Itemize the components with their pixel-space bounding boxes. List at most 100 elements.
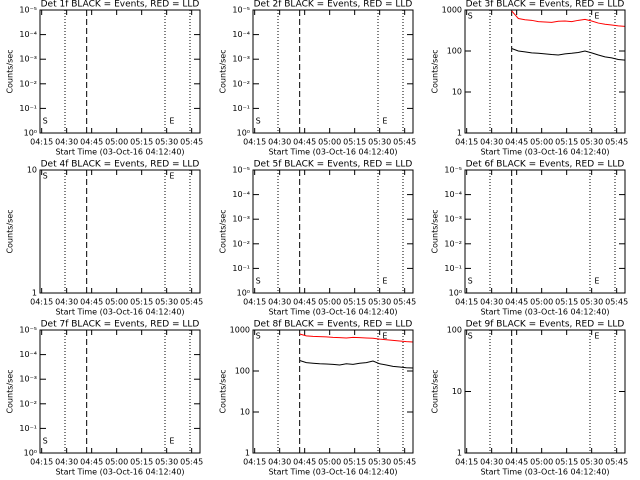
y-tick-label: 10⁻³ [19, 375, 37, 384]
panel: Det 9f BLACK = Events, RED = LLD Start Ti… [431, 320, 629, 477]
x-tick-label: 05:00 [105, 298, 128, 307]
x-tick-label: 05:30 [155, 298, 178, 307]
x-tick-label: 04:15 [30, 298, 53, 307]
panel: Det 5f BLACK = Events, RED = LLD Start Ti… [219, 160, 417, 317]
y-axis-label: Counts/sec [219, 209, 228, 253]
x-tick-label: 04:15 [455, 298, 478, 307]
x-tick-label: 04:15 [455, 458, 478, 467]
x-axis-label: Start Time (03-Oct-16 04:12:40) [268, 148, 397, 157]
panel: Det 8f BLACK = Events, RED = LLD Start Ti… [219, 320, 417, 477]
chart-title: Det 1f BLACK = Events, RED = LLD [41, 0, 200, 10]
x-tick-label: 04:30 [55, 458, 78, 467]
x-tick-label: 05:45 [180, 138, 203, 147]
y-axis-label: Counts/sec [219, 49, 228, 93]
x-axis-label: Start Time (03-Oct-16 04:12:40) [268, 308, 397, 317]
x-tick-label: 04:30 [480, 298, 503, 307]
panel: Det 3f BLACK = Events, RED = LLD Start Ti… [431, 0, 629, 157]
x-tick-label: 04:45 [505, 298, 528, 307]
x-tick-label: 05:30 [368, 298, 391, 307]
y-tick-label: 1 [32, 289, 37, 298]
x-tick-label: 04:30 [268, 298, 291, 307]
marker-label: E [594, 277, 599, 286]
x-axis-label: Start Time (03-Oct-16 04:12:40) [480, 308, 609, 317]
x-tick-label: 05:30 [580, 458, 603, 467]
plot-frame [252, 329, 414, 454]
y-axis-label: Counts/sec [431, 369, 440, 413]
y-tick-label: 10 [240, 408, 250, 417]
x-tick-label: 04:45 [293, 138, 316, 147]
y-tick-label: 10⁻² [444, 239, 462, 248]
y-tick-label: 1 [245, 449, 250, 458]
y-tick-label: 10⁻⁴ [19, 30, 37, 39]
chart-title: Det 3f BLACK = Events, RED = LLD [466, 0, 625, 10]
x-tick-label: 04:15 [243, 298, 266, 307]
x-tick-label: 04:45 [293, 298, 316, 307]
y-tick-label: 100 [447, 47, 462, 56]
x-tick-label: 05:00 [318, 138, 341, 147]
chart-title: Det 8f BLACK = Events, RED = LLD [254, 320, 413, 330]
marker-label: S [256, 117, 261, 126]
y-tick-label: 10 [452, 387, 462, 396]
x-tick-label: 05:00 [318, 458, 341, 467]
marker-label: S [43, 117, 48, 126]
y-tick-label: 10⁻⁵ [232, 166, 250, 175]
x-tick-label: 05:00 [530, 458, 553, 467]
x-axis-label: Start Time (03-Oct-16 04:12:40) [55, 468, 184, 477]
x-tick-label: 05:15 [343, 138, 366, 147]
x-tick-label: 04:45 [80, 138, 103, 147]
x-tick-label: 05:00 [318, 298, 341, 307]
x-tick-label: 05:15 [555, 458, 578, 467]
marker-label: S [256, 332, 261, 341]
y-tick-label: 10⁻⁵ [232, 6, 250, 15]
plot-frame [252, 9, 414, 134]
marker-label: E [169, 437, 174, 446]
plot-frame [39, 169, 201, 294]
y-tick-label: 1 [457, 129, 462, 138]
x-tick-label: 04:15 [243, 138, 266, 147]
x-tick-label: 05:30 [155, 138, 178, 147]
y-tick-label: 10⁰ [24, 449, 37, 458]
y-tick-label: 10⁻¹ [444, 264, 462, 273]
y-tick-label: 1000 [230, 326, 250, 335]
x-tick-label: 05:15 [130, 458, 153, 467]
chart-title: Det 6f BLACK = Events, RED = LLD [466, 160, 625, 170]
y-tick-label: 10⁻³ [19, 55, 37, 64]
x-tick-label: 04:45 [293, 458, 316, 467]
x-tick-label: 05:30 [368, 138, 391, 147]
y-tick-label: 10⁻⁵ [19, 6, 37, 15]
x-tick-label: 05:15 [343, 298, 366, 307]
x-tick-label: 04:15 [455, 138, 478, 147]
x-tick-label: 04:45 [80, 458, 103, 467]
x-tick-label: 05:45 [605, 298, 628, 307]
y-tick-label: 10⁻³ [444, 215, 462, 224]
plot-frame [39, 329, 201, 454]
y-tick-label: 10⁰ [449, 289, 462, 298]
x-tick-label: 04:30 [55, 138, 78, 147]
y-tick-label: 10⁻² [19, 79, 37, 88]
panel: Det 6f BLACK = Events, RED = LLD Start Ti… [431, 160, 629, 317]
y-tick-label: 100 [447, 326, 462, 335]
y-tick-label: 10⁰ [24, 129, 37, 138]
y-axis-label: Counts/sec [6, 209, 15, 253]
series-line [299, 360, 414, 369]
x-tick-label: 05:00 [530, 138, 553, 147]
marker-label: E [382, 332, 387, 341]
y-tick-label: 10⁻³ [232, 215, 250, 224]
marker-label: E [382, 277, 387, 286]
x-tick-label: 05:45 [605, 458, 628, 467]
marker-label: S [43, 172, 48, 181]
x-tick-label: 05:15 [130, 138, 153, 147]
marker-label: S [256, 277, 261, 286]
chart-title: Det 4f BLACK = Events, RED = LLD [41, 160, 200, 170]
y-tick-label: 10⁻² [232, 239, 250, 248]
plot-frame [464, 9, 626, 134]
marker-label: E [382, 117, 387, 126]
marker-label: S [468, 332, 473, 341]
plot-frame [464, 169, 626, 294]
x-tick-label: 04:30 [268, 138, 291, 147]
marker-label: S [468, 277, 473, 286]
y-axis-label: Counts/sec [431, 49, 440, 93]
x-tick-label: 05:30 [580, 138, 603, 147]
y-axis-label: Counts/sec [6, 369, 15, 413]
